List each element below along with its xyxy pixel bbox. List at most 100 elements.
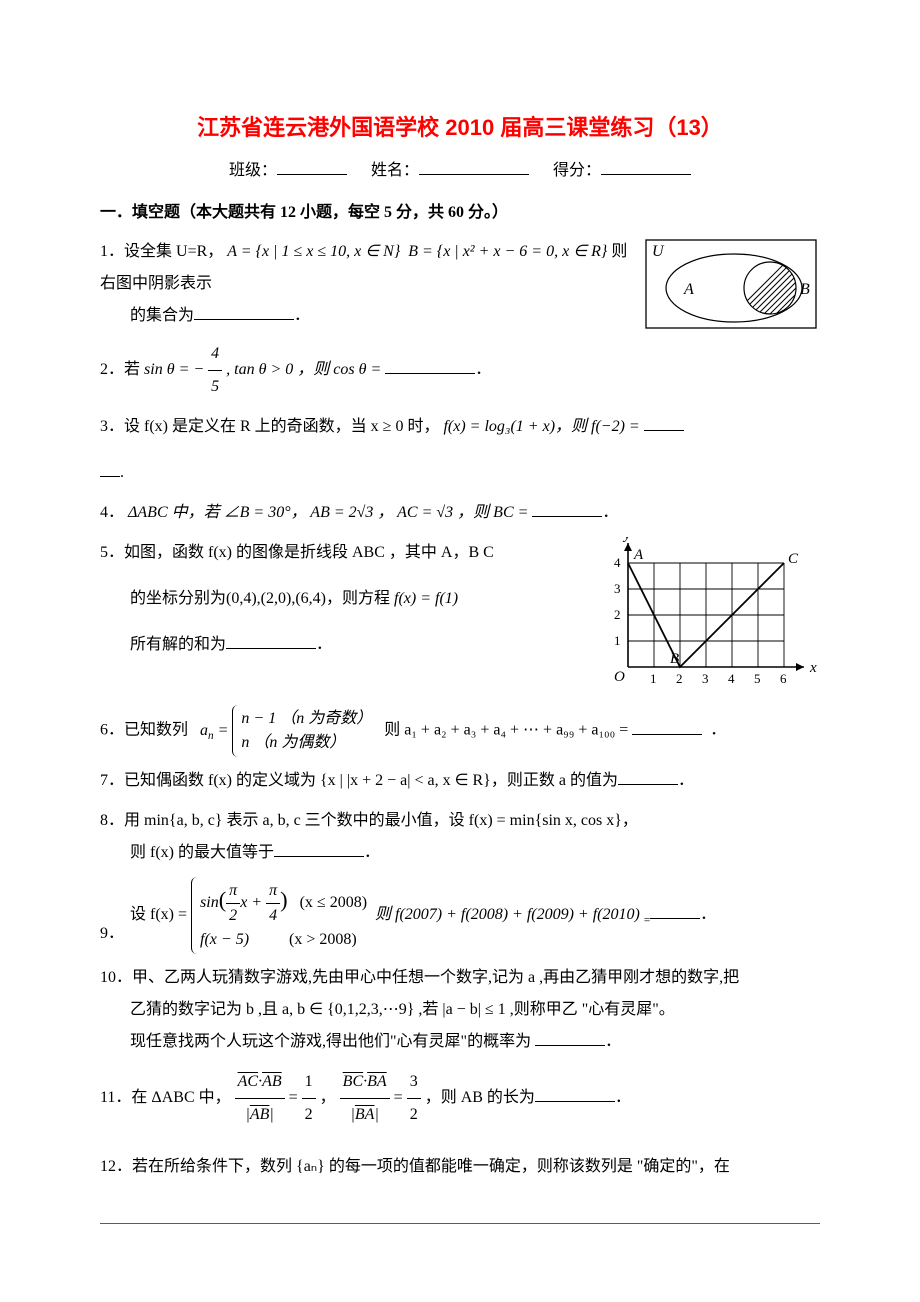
venn-diagram: U A B: [642, 236, 820, 332]
question-11: 11．在 ΔABC 中， AC·AB |AB| = 12 ， BC·BA |BA…: [100, 1066, 820, 1131]
q4-blank: [532, 502, 602, 517]
q3-blank2: [100, 462, 120, 477]
question-7: 7．已知偶函数 f(x) 的定义域为 {x | |x + 2 − a| < a,…: [100, 765, 820, 797]
question-9: 9． 设 f(x) = sin(π2x + π4) (x ≤ 2008) f(x…: [100, 877, 820, 954]
svg-text:C: C: [788, 551, 799, 567]
section-1-heading: 一．填空题（本大题共有 12 小题，每空 5 分，共 60 分。）: [100, 198, 820, 222]
q4-dot: ．: [602, 504, 618, 521]
question-3: 3．设 f(x) 是定义在 R 上的奇函数，当 x ≥ 0 时， f(x) = …: [100, 411, 820, 489]
q1-dot: ．: [294, 307, 310, 324]
q6-piecewise: n − 1 （n 为奇数） n （n 为偶数）: [232, 705, 376, 757]
q6-post: 则 a₁ + a₂ + a₃ + a₄ + ⋯ + a₉₉ + a₁₀₀ =: [384, 722, 632, 739]
svg-text:2: 2: [676, 671, 683, 686]
svg-text:4: 4: [614, 555, 621, 570]
svg-text:x: x: [809, 660, 817, 676]
q1-num: 1．: [100, 243, 124, 260]
q9-pre: 设 f(x) =: [130, 906, 191, 923]
q10-blank: [535, 1031, 605, 1046]
q8-num: 8．: [100, 812, 124, 829]
q1-setB: B = {x | x² + x − 6 = 0, x ∈ R}: [408, 243, 607, 260]
q10-dot: ．: [605, 1033, 621, 1050]
page-container: 江苏省连云港外国语学校 2010 届高三课堂练习（13） 班级： 姓名： 得分：…: [0, 0, 920, 1264]
q6-pre: 已知数列: [124, 722, 188, 739]
q11-num: 11．: [100, 1089, 131, 1106]
q10-l3: 现任意找两个人玩这个游戏,得出他们"心有灵犀"的概率为: [130, 1033, 531, 1050]
q3-a: 设 f(x) 是定义在 R 上的奇函数，当 x ≥ 0 时，: [124, 418, 439, 435]
q11-frac1: AC·AB |AB|: [235, 1066, 285, 1131]
q5-dot: ．: [316, 636, 332, 653]
q9-piecewise: sin(π2x + π4) (x ≤ 2008) f(x − 5) (x > 2…: [191, 877, 371, 954]
q8-line2-row: 则 f(x) 的最大值等于 ．: [100, 837, 820, 869]
venn-a-label: A: [683, 281, 694, 298]
q9-dot: ．: [700, 906, 716, 923]
q11-half: 12: [302, 1066, 316, 1131]
q5-chart: O x y A B C 1 2 3 4 5 6 1 2 3 4: [600, 537, 820, 697]
question-6: 6．已知数列 an = n − 1 （n 为奇数） n （n 为偶数） 则 a₁…: [100, 705, 820, 757]
svg-text:4: 4: [728, 671, 735, 686]
q6-blank: [632, 719, 702, 734]
q5-line2a: 的坐标分别为: [130, 590, 226, 607]
q5-line1: 如图，函数 f(x) 的图像是折线段 ABC ，其中 A，B C: [124, 544, 494, 561]
class-label: 班级：: [229, 162, 277, 179]
q11-mid: ，: [320, 1089, 340, 1106]
q4-text: ΔABC 中，若 ∠B = 30°， AB = 2√3 ， AC = √3 ，则…: [128, 504, 532, 521]
q8-blank: [274, 842, 364, 857]
q9-blank: [650, 904, 700, 919]
question-1: U A B 1．设全集: [100, 236, 820, 403]
q11-dot: ．: [615, 1089, 631, 1106]
q11-frac2: BC·BA |BA|: [340, 1066, 390, 1131]
q10-l3-row: 现任意找两个人玩这个游戏,得出他们"心有灵犀"的概率为 ．: [100, 1026, 820, 1058]
q5-blank: [226, 634, 316, 649]
svg-text:1: 1: [650, 671, 657, 686]
q8-dot: ．: [364, 844, 380, 861]
q9-num: 9．: [100, 925, 124, 942]
q6-dot: ．: [710, 722, 726, 739]
venn-u-label: U: [652, 243, 665, 260]
q10-l2: 乙猜的数字记为 b ,且 a, b ∈ {0,1,2,3,⋯9} ,若 |a −…: [100, 994, 820, 1026]
question-5: O x y A B C 1 2 3 4 5 6 1 2 3 4 5．如图，函数 …: [100, 537, 820, 697]
name-label: 姓名：: [371, 162, 419, 179]
q10-l1: 甲、乙两人玩猜数字游戏,先由甲心中任想一个数字,记为 a ,再由乙猜甲刚才想的数…: [132, 969, 739, 986]
q12-num: 12．: [100, 1158, 132, 1175]
q5-line3: 所有解的和为: [130, 636, 226, 653]
name-blank: [419, 158, 529, 175]
q3-b: f(x) = log₃(1 + x)，则 f(−2) =: [443, 418, 643, 435]
q3-blank: [644, 416, 684, 431]
q7-num: 7．: [100, 772, 124, 789]
q4-num: 4．: [100, 504, 124, 521]
svg-text:y: y: [622, 537, 631, 543]
q11-blank: [535, 1087, 615, 1102]
svg-text:3: 3: [702, 671, 709, 686]
worksheet-title: 江苏省连云港外国语学校 2010 届高三课堂练习（13）: [100, 110, 820, 142]
svg-text:6: 6: [780, 671, 787, 686]
q1-pre: 设全集 U=R，: [124, 243, 223, 260]
q12-text: 若在所给条件下，数列 {aₙ} 的每一项的值都能唯一确定，则称该数列是 "确定的…: [132, 1158, 730, 1175]
class-blank: [277, 158, 347, 175]
svg-text:1: 1: [614, 633, 621, 648]
venn-b-label: B: [800, 281, 810, 298]
q11-pre: 在 ΔABC 中，: [131, 1089, 230, 1106]
meta-line: 班级： 姓名： 得分：: [100, 156, 820, 180]
question-10: 10．甲、乙两人玩猜数字游戏,先由甲心中任想一个数字,记为 a ,再由乙猜甲刚才…: [100, 962, 820, 1058]
question-8: 8．用 min{a, b, c} 表示 a, b, c 三个数中的最小值，设 f…: [100, 805, 820, 869]
q9-post: 则 f(2007) + f(2008) + f(2009) + f(2010): [375, 906, 640, 923]
q2-dot: ．: [475, 361, 491, 378]
q6-num: 6．: [100, 722, 124, 739]
question-12: 12．若在所给条件下，数列 {aₙ} 的每一项的值都能唯一确定，则称该数列是 "…: [100, 1151, 820, 1183]
q2-expr1: sin θ = −: [144, 361, 204, 378]
q8-line2: 则 f(x) 的最大值等于: [130, 844, 274, 861]
q11-threehalf: 32: [407, 1066, 421, 1131]
q1-setA: A = {x | 1 ≤ x ≤ 10, x ∈ N}: [227, 243, 400, 260]
q1-blank: [194, 305, 294, 320]
question-4: 4． ΔABC 中，若 ∠B = 30°， AB = 2√3 ， AC = √3…: [100, 497, 820, 529]
q7-dot: ．: [678, 772, 694, 789]
q7-text: 已知偶函数 f(x) 的定义域为 {x | |x + 2 − a| < a, x…: [124, 772, 618, 789]
question-2: 2．若 sin θ = − 45 , tan θ > 0 ，则 cos θ = …: [100, 338, 820, 403]
q2-blank: [385, 359, 475, 374]
q5-eq: f(x) = f(1): [390, 590, 458, 607]
q5-num: 5．: [100, 544, 124, 561]
svg-text:2: 2: [614, 607, 621, 622]
q5-line2b: ，则方程: [326, 590, 390, 607]
q10-num: 10．: [100, 969, 132, 986]
q5-coords: (0,4),(2,0),(6,4): [226, 590, 326, 607]
